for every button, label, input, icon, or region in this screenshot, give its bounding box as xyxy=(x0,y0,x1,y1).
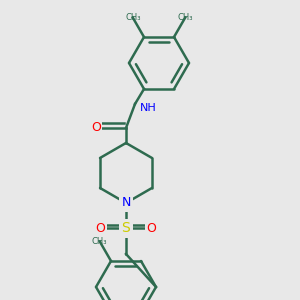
Text: CH₃: CH₃ xyxy=(92,237,107,246)
Text: CH₃: CH₃ xyxy=(178,13,193,22)
Text: O: O xyxy=(147,222,156,235)
Text: O: O xyxy=(91,122,101,134)
Text: CH₃: CH₃ xyxy=(125,13,140,22)
Text: NH: NH xyxy=(140,103,156,113)
Text: S: S xyxy=(122,221,130,236)
Text: N: N xyxy=(121,196,131,209)
Text: O: O xyxy=(96,222,105,235)
